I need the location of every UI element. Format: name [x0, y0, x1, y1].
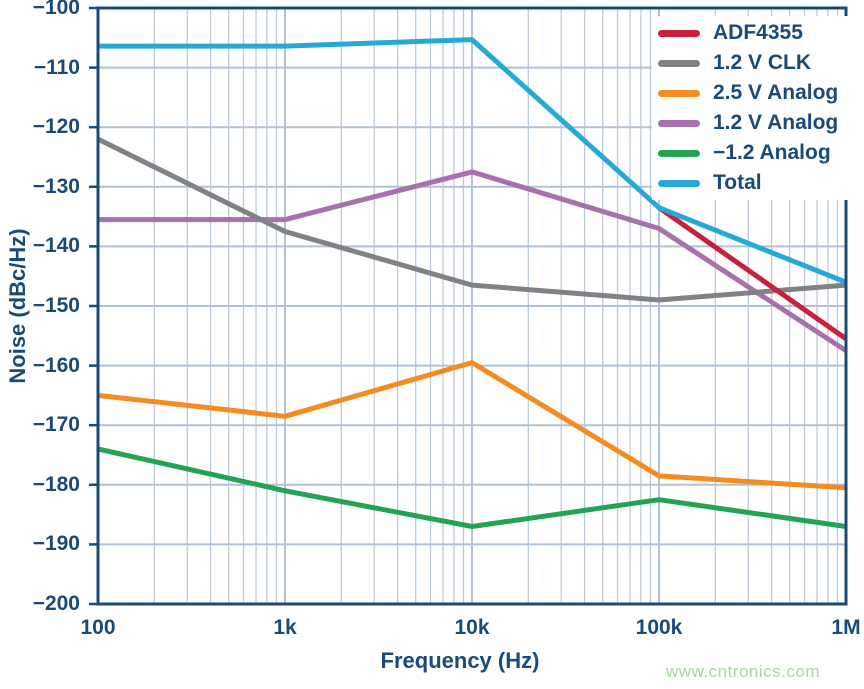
legend-item: 1.2 V CLK: [658, 48, 851, 78]
x-tick-label: 100k: [635, 616, 683, 639]
y-tick-label: −110: [33, 55, 80, 79]
y-tick-label: −130: [32, 174, 80, 198]
series-line-1.2-v-clk: [96, 136, 847, 303]
x-axis-title: Frequency (Hz): [380, 648, 540, 673]
x-tick-label: 10k: [454, 616, 490, 639]
legend-item: Total: [658, 168, 851, 198]
legend-swatch-icon: [658, 89, 700, 97]
x-tick-label: 100: [80, 616, 116, 639]
y-tick-label: −180: [32, 472, 80, 496]
legend-label: ADF4355: [713, 21, 803, 44]
series-line-total: [98, 37, 847, 285]
legend-item: −1.2 Analog: [658, 138, 851, 168]
watermark: www.cntronics.com: [666, 662, 820, 681]
legend-label: 1.2 V CLK: [713, 51, 812, 74]
legend-swatch-icon: [658, 149, 700, 157]
legend-label: Total: [713, 171, 762, 194]
series-line-2.5-v-analog: [97, 360, 847, 491]
legend-item: 2.5 V Analog: [658, 78, 851, 108]
y-tick-label: −190: [32, 532, 80, 556]
y-tick-label: −100: [32, 0, 80, 19]
y-tick-label: −120: [32, 115, 80, 139]
plot-border: [96, 6, 848, 606]
y-tick-label: −170: [32, 413, 80, 437]
legend-item: ADF4355: [658, 18, 851, 48]
legend-label: −1.2 Analog: [713, 141, 831, 164]
legend-swatch-icon: [658, 179, 700, 187]
legend-swatch-icon: [658, 59, 700, 67]
x-tick-label: 1M: [831, 616, 861, 639]
legend-swatch-icon: [658, 29, 700, 37]
y-tick-label: −140: [32, 234, 80, 258]
y-tick-label: −150: [32, 294, 80, 317]
series-line-1.2-v-analog: [98, 169, 848, 353]
legend-label: 1.2 V Analog: [713, 111, 839, 134]
x-tick-label: 1k: [273, 616, 297, 639]
y-tick-label: −160: [32, 353, 80, 377]
y-tick-label: −200: [32, 592, 80, 615]
series-line--1.2-analog: [97, 446, 847, 529]
legend-label: 2.5 V Analog: [713, 81, 839, 104]
legend-item: 1.2 V Analog: [658, 108, 851, 138]
legend-swatch-icon: [658, 119, 700, 127]
legend: ADF4355 1.2 V CLK 2.5 V Analog 1.2 V Analog…: [652, 16, 851, 200]
series-line-adf4355: [657, 205, 848, 341]
